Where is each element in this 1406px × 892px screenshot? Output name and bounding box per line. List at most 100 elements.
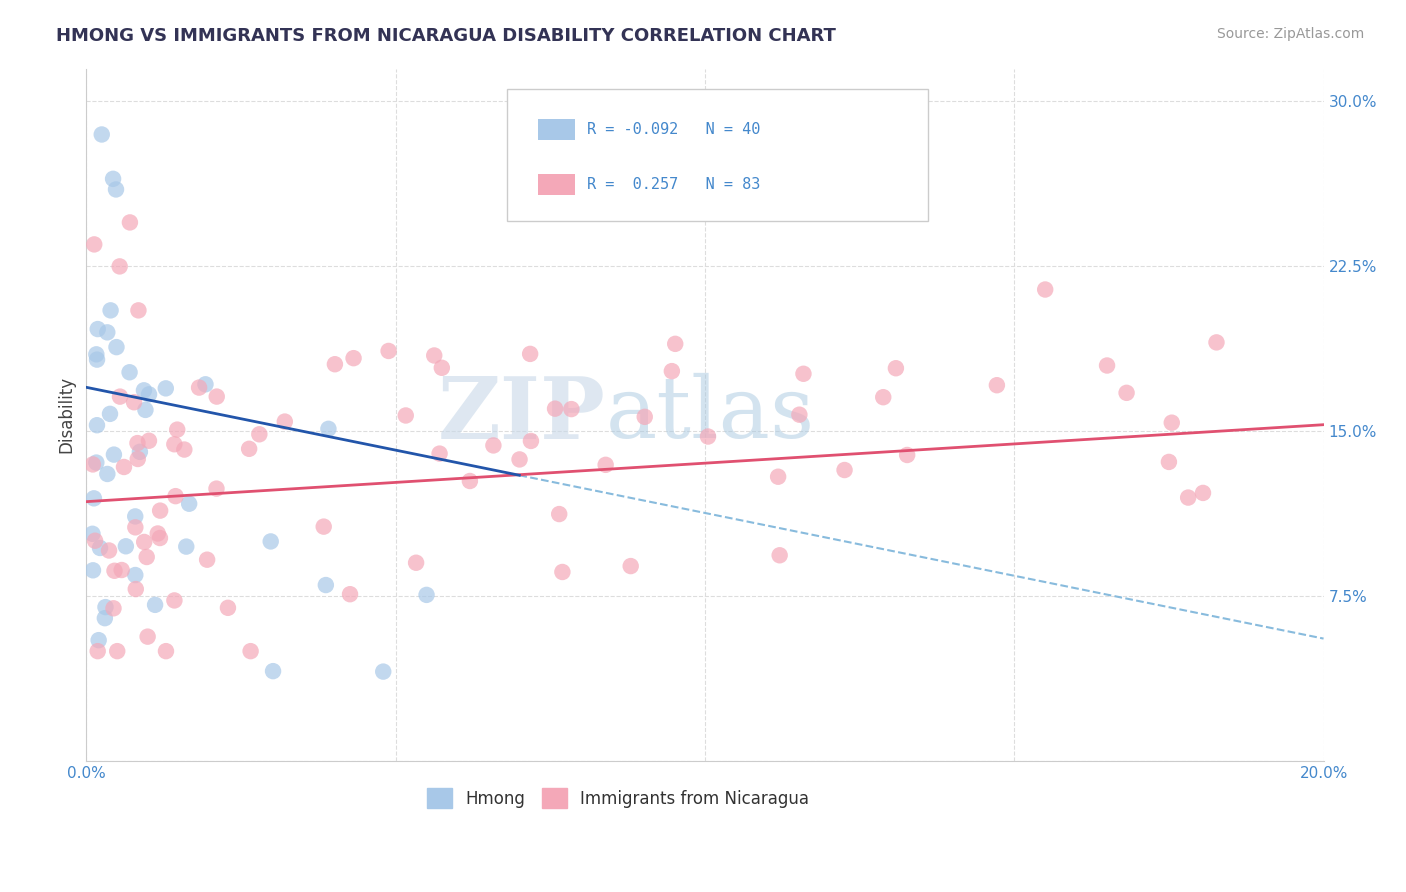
Point xyxy=(458,474,481,488)
Point xyxy=(112,460,135,475)
Point xyxy=(98,407,121,421)
Point xyxy=(86,347,108,361)
Text: ZIP: ZIP xyxy=(439,373,606,457)
Legend: Hmong, Immigrants from Nicaragua: Hmong, Immigrants from Nicaragua xyxy=(420,781,815,815)
Point xyxy=(90,128,112,142)
Point xyxy=(83,237,105,252)
Point xyxy=(1157,455,1180,469)
Point xyxy=(100,303,122,318)
Point xyxy=(482,438,505,452)
Point xyxy=(423,349,446,363)
Point xyxy=(205,390,228,404)
Point xyxy=(339,587,361,601)
Point xyxy=(105,644,128,658)
Point xyxy=(1177,491,1199,505)
Bar xyxy=(538,174,575,195)
Text: atlas: atlas xyxy=(606,373,815,457)
FancyBboxPatch shape xyxy=(508,89,928,221)
Point xyxy=(792,367,814,381)
Point xyxy=(1033,283,1056,297)
Bar xyxy=(538,119,575,139)
Point xyxy=(595,458,617,472)
Point xyxy=(166,423,188,437)
Point xyxy=(429,447,451,461)
Point xyxy=(174,540,197,554)
Point xyxy=(94,600,117,615)
Point xyxy=(260,534,283,549)
Point xyxy=(520,434,543,448)
Point xyxy=(138,387,160,401)
Point xyxy=(834,463,856,477)
Point xyxy=(239,644,262,658)
Point xyxy=(405,556,427,570)
Point xyxy=(87,322,110,336)
Point xyxy=(103,448,125,462)
Point xyxy=(1205,335,1227,350)
Point xyxy=(620,559,643,574)
Point xyxy=(105,182,128,196)
Point xyxy=(377,343,399,358)
Point xyxy=(247,427,270,442)
Point xyxy=(86,644,108,658)
Point xyxy=(96,467,118,481)
Point xyxy=(136,630,159,644)
Point xyxy=(179,497,201,511)
Point xyxy=(634,409,657,424)
Point xyxy=(896,448,918,462)
Point xyxy=(128,445,150,459)
Point xyxy=(163,437,186,451)
Point xyxy=(138,434,160,448)
Point xyxy=(1095,359,1118,373)
Point xyxy=(274,415,297,429)
Point xyxy=(94,611,117,625)
Point xyxy=(124,520,146,534)
Point xyxy=(149,531,172,545)
Point xyxy=(430,360,453,375)
Point xyxy=(118,215,141,229)
Point xyxy=(86,418,108,433)
Point xyxy=(127,452,149,467)
Point xyxy=(124,568,146,582)
Point xyxy=(789,408,811,422)
Point xyxy=(664,336,686,351)
Point xyxy=(155,381,177,395)
Point xyxy=(86,456,108,470)
Point xyxy=(519,347,541,361)
Point xyxy=(769,549,792,563)
Point xyxy=(548,507,571,521)
Y-axis label: Disability: Disability xyxy=(58,376,75,453)
Point xyxy=(108,390,131,404)
Point xyxy=(96,326,118,340)
Point xyxy=(194,377,217,392)
Point xyxy=(315,578,337,592)
Point xyxy=(323,357,346,371)
Text: Source: ZipAtlas.com: Source: ZipAtlas.com xyxy=(1216,27,1364,41)
Point xyxy=(173,442,195,457)
Point xyxy=(544,401,567,416)
Point xyxy=(373,665,395,679)
Point xyxy=(89,541,111,555)
Point xyxy=(238,442,260,456)
Point xyxy=(115,539,138,553)
Point xyxy=(205,482,228,496)
Point xyxy=(124,509,146,524)
Point xyxy=(697,429,720,443)
Point xyxy=(146,526,169,541)
Point xyxy=(86,352,108,367)
Point xyxy=(143,598,166,612)
Point xyxy=(122,395,145,409)
Point xyxy=(127,303,149,318)
Point xyxy=(149,503,172,517)
Point xyxy=(262,664,284,678)
Point xyxy=(105,340,128,354)
Point xyxy=(766,469,789,483)
Text: R =  0.257   N = 83: R = 0.257 N = 83 xyxy=(588,177,761,192)
Point xyxy=(111,563,134,577)
Point xyxy=(318,422,340,436)
Point xyxy=(163,593,186,607)
Point xyxy=(103,601,125,615)
Point xyxy=(415,588,437,602)
Text: R = -0.092   N = 40: R = -0.092 N = 40 xyxy=(588,121,761,136)
Point xyxy=(84,533,107,548)
Point xyxy=(101,171,124,186)
